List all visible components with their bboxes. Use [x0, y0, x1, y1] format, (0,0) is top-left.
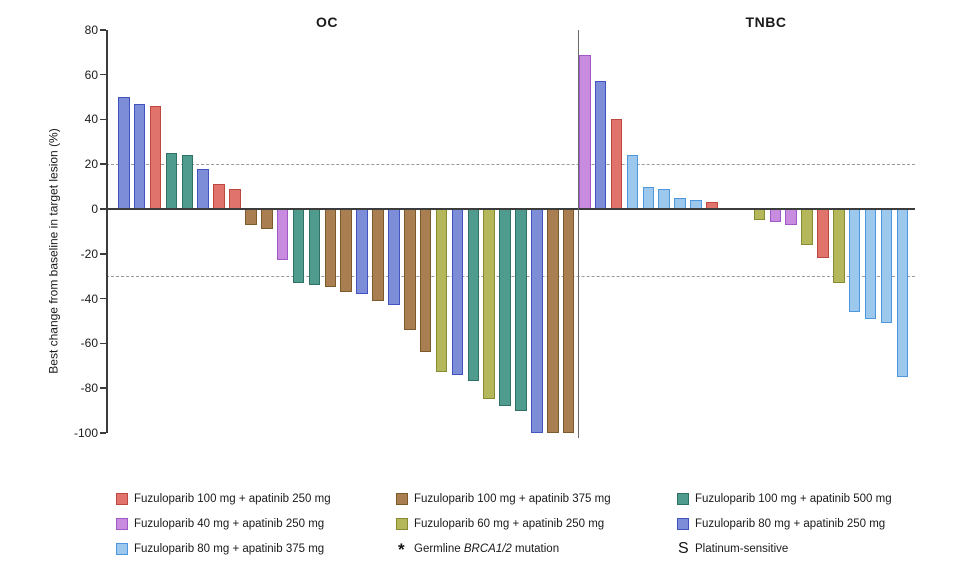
legend: Fuzuloparib 100 mg + apatinib 250 mg Fuzu… — [0, 480, 976, 575]
y-axis-tick-label: -80 — [80, 381, 98, 396]
bar-oc--100 — [547, 209, 559, 433]
bar-oc--33 — [292, 209, 305, 283]
bar-oc-9 — [229, 188, 241, 209]
y-axis-tick-label: 80 — [84, 22, 98, 37]
y-axis-tick — [100, 432, 106, 434]
bar-oc--90 — [515, 209, 527, 411]
legend-swatch-teal — [677, 493, 689, 505]
legend-item-label: Fuzuloparib 100 mg + apatinib 500 mg — [695, 493, 892, 505]
reference-line-20 — [106, 163, 915, 165]
legend-swatch-purple — [116, 518, 128, 530]
legend-swatch-brown — [396, 493, 408, 505]
bar-tnbc-40 — [610, 119, 623, 209]
bar-tnbc--22 — [817, 209, 829, 259]
legend-platinum-s-symbol: S — [678, 540, 689, 557]
y-axis-tick — [100, 342, 106, 345]
bar-oc--37 — [340, 209, 352, 292]
y-axis-tick — [100, 208, 106, 210]
bar-tnbc--16 — [801, 209, 813, 245]
bar-tnbc--5 — [753, 209, 766, 221]
legend-item-label: Fuzuloparib 60 mg + apatinib 250 mg — [414, 518, 605, 530]
y-axis-tick-label: 0 — [91, 202, 98, 216]
y-axis-tick — [100, 118, 106, 121]
bar-oc--85 — [483, 209, 495, 400]
y-axis-tick — [100, 73, 106, 76]
legend-item-label: Fuzuloparib 40 mg + apatinib 250 mg — [134, 518, 325, 530]
bar-tnbc-69 — [579, 54, 591, 209]
bar-oc--41 — [372, 209, 384, 301]
legend-item-label: Fuzuloparib 80 mg + apatinib 250 mg — [695, 518, 886, 530]
bar-tnbc--49 — [864, 209, 877, 319]
y-axis-tick — [100, 163, 106, 165]
legend-item-label: Fuzuloparib 100 mg + apatinib 375 mg — [414, 493, 611, 505]
bar-oc--54 — [404, 209, 416, 330]
bar-tnbc--7 — [785, 209, 797, 225]
bar-tnbc-9 — [658, 188, 670, 209]
bar-oc-24 — [181, 155, 194, 209]
bar-oc--35 — [324, 209, 337, 288]
bar-tnbc-24 — [626, 155, 639, 209]
y-axis-tick — [100, 29, 106, 31]
bar-oc--34 — [308, 209, 321, 286]
y-axis-tick-label: 40 — [84, 112, 98, 127]
oc-panel-title: OC — [316, 14, 338, 30]
legend-swatch-yellowgreen — [396, 518, 408, 530]
bar-oc--43 — [388, 209, 400, 306]
panel-divider — [578, 30, 580, 438]
legend-swatch-lightblue — [116, 543, 128, 555]
bar-oc-18 — [197, 168, 209, 209]
y-axis-tick-label: 20 — [84, 157, 98, 172]
legend-swatch-red — [116, 493, 128, 505]
y-axis-tick — [100, 253, 106, 255]
bar-oc-47 — [133, 103, 146, 209]
bar-oc--88 — [499, 209, 511, 407]
bar-tnbc--75 — [896, 209, 908, 377]
bar-oc-11 — [213, 184, 225, 209]
legend-item-label-part: Germline — [414, 543, 464, 555]
bar-oc--74 — [451, 209, 464, 375]
bar-oc--77 — [467, 209, 480, 382]
bar-oc-46 — [149, 106, 162, 209]
legend-item-label-part: BRCA1/2 — [463, 543, 512, 555]
legend-swatch-blue — [677, 518, 689, 530]
bar-oc-25 — [165, 153, 178, 209]
legend-item-label: Germline BRCA1/2 mutation — [414, 542, 559, 556]
y-axis-tick — [100, 387, 106, 389]
bar-tnbc--46 — [848, 209, 861, 312]
y-axis-tick-label: -40 — [80, 291, 98, 306]
y-axis-tick — [100, 297, 106, 300]
bar-oc--100 — [562, 209, 575, 433]
y-axis-tick-label: -20 — [80, 246, 98, 261]
bar-tnbc--6 — [769, 209, 781, 223]
bar-oc-50 — [118, 97, 130, 209]
bar-oc--73 — [435, 209, 448, 373]
bar-tnbc-10 — [642, 186, 654, 209]
bar-oc--100 — [531, 209, 543, 433]
y-axis-tick-label: -100 — [73, 425, 98, 440]
y-axis-tick-label: 60 — [84, 67, 98, 82]
legend-item-label: Platinum-sensitive — [695, 543, 789, 555]
bar-oc--7 — [245, 209, 257, 225]
bar-tnbc--33 — [833, 209, 845, 283]
legend-item-label: Fuzuloparib 80 mg + apatinib 375 mg — [134, 543, 325, 555]
bar-oc--64 — [419, 209, 432, 353]
zero-baseline — [106, 208, 915, 210]
tnbc-panel-title: TNBC — [745, 14, 787, 30]
y-axis — [106, 30, 108, 433]
legend-brca-star-symbol: * — [398, 540, 405, 559]
legend-item-label-part: mutation — [511, 543, 560, 555]
bar-oc--23 — [276, 209, 289, 261]
bar-tnbc-57 — [594, 81, 607, 209]
legend-item-label: Fuzuloparib 100 mg + apatinib 250 mg — [134, 493, 331, 505]
bar-tnbc--51 — [880, 209, 893, 324]
bar-oc--38 — [356, 209, 368, 295]
y-axis-tick-label: -60 — [80, 336, 98, 351]
bar-oc--9 — [261, 209, 273, 230]
